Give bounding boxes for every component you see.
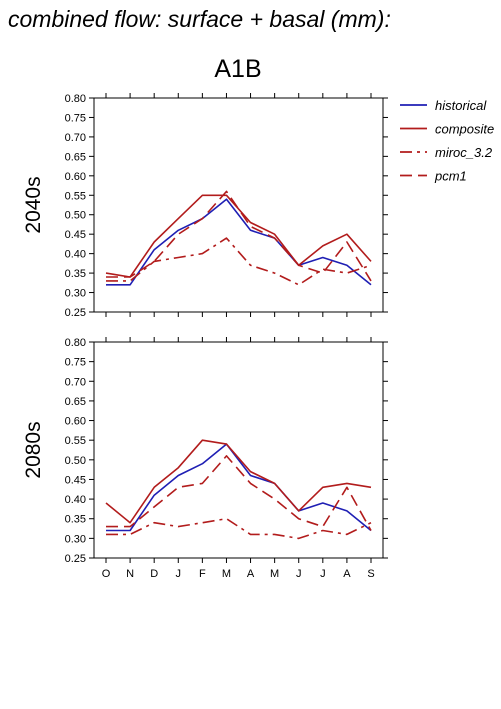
y-tick-label: 0.60 xyxy=(65,416,86,428)
y-tick-label: 0.50 xyxy=(65,210,86,222)
y-tick-label: 0.75 xyxy=(65,357,86,369)
y-tick-label: 0.25 xyxy=(65,553,86,565)
x-tick-label: J xyxy=(176,568,182,580)
series-line-pcm1 xyxy=(106,455,372,531)
y-tick-label: 0.65 xyxy=(65,151,86,163)
x-tick-label: J xyxy=(296,568,302,580)
y-tick-label: 0.70 xyxy=(65,376,86,388)
panel-label: 2080s xyxy=(22,421,45,478)
series-line-pcm1 xyxy=(106,190,372,282)
y-tick-label: 0.55 xyxy=(65,190,86,202)
x-tick-label: M xyxy=(222,568,231,580)
x-tick-label: O xyxy=(102,568,111,580)
y-tick-label: 0.30 xyxy=(65,533,86,545)
series-line-miroc-3-2 xyxy=(106,517,372,540)
panel-label: 2040s xyxy=(22,176,45,233)
y-tick-label: 0.45 xyxy=(65,229,86,241)
y-tick-label: 0.80 xyxy=(65,337,86,349)
y-tick-label: 0.50 xyxy=(65,455,86,467)
legend-label: pcm1 xyxy=(434,169,467,184)
x-tick-label: D xyxy=(150,568,158,580)
plot-frame xyxy=(93,341,384,559)
legend-label: miroc_3.2 xyxy=(435,145,493,160)
chart-panel-2080s: 0.25 0.30 0.35 0.40 0.45 0.50 0.55 0.60 0.65 0.70… xyxy=(22,337,388,580)
series-line-historical xyxy=(106,198,372,286)
x-tick-label: N xyxy=(126,568,134,580)
x-tick-label: S xyxy=(367,568,374,580)
y-tick-label: 0.70 xyxy=(65,132,86,144)
y-tick-label: 0.40 xyxy=(65,494,86,506)
y-tick-label: 0.25 xyxy=(65,307,86,319)
series-line-composite xyxy=(105,194,372,278)
chart-panel-2040s: 0.25 0.30 0.35 0.40 0.45 0.50 0.55 0.60 0.65 0.70… xyxy=(22,93,388,319)
series-line-historical xyxy=(106,443,372,532)
y-tick-label: 0.75 xyxy=(65,112,86,124)
legend: historical composite miroc_3.2 pcm1 xyxy=(400,98,494,184)
y-tick-label: 0.65 xyxy=(65,396,86,408)
y-tick-label: 0.35 xyxy=(65,514,86,526)
y-tick-label: 0.45 xyxy=(65,474,86,486)
y-tick-label: 0.60 xyxy=(65,171,86,183)
y-tick-label: 0.40 xyxy=(65,249,86,261)
x-tick-label: J xyxy=(320,568,326,580)
x-tick-label: M xyxy=(270,568,279,580)
x-tick-label: A xyxy=(247,568,255,580)
y-tick-label: 0.35 xyxy=(65,268,86,280)
series-line-composite xyxy=(105,439,372,524)
series-line-miroc-3-2 xyxy=(106,237,372,286)
x-tick-label: F xyxy=(199,568,206,580)
x-tick-label: A xyxy=(343,568,351,580)
plot-frame xyxy=(93,97,384,313)
y-tick-label: 0.55 xyxy=(65,435,86,447)
y-tick-label: 0.80 xyxy=(65,93,86,105)
scenario-title: A1B xyxy=(214,55,262,83)
y-tick-label: 0.30 xyxy=(65,288,86,300)
page-title: combined flow: surface + basal (mm): xyxy=(8,6,391,32)
legend-label: historical xyxy=(435,98,487,113)
legend-label: composite xyxy=(435,122,494,137)
